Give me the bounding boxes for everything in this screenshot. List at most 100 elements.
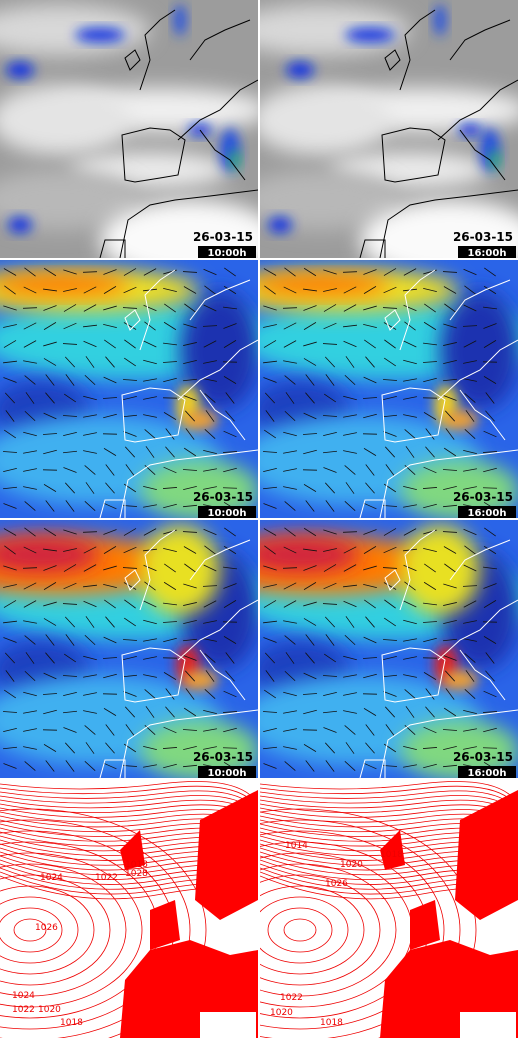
wind-arrow <box>23 486 37 490</box>
wind-arrow <box>123 691 137 697</box>
wind-arrow <box>322 450 338 454</box>
wind-arrow <box>163 321 177 331</box>
wind-arrow <box>3 503 17 509</box>
wind-arrow <box>184 303 196 313</box>
wind-arrow <box>484 267 496 277</box>
wind-arrow <box>204 688 216 700</box>
wind-arrow <box>263 763 277 769</box>
wind-arrow <box>103 413 117 419</box>
map-panel: 26-03-15 10:00h <box>0 260 258 518</box>
wind-arrow <box>444 303 456 313</box>
wind-arrow <box>162 747 178 749</box>
wind-arrow <box>63 431 77 437</box>
isobar <box>260 790 518 813</box>
wind-arrow <box>63 548 77 552</box>
wind-arrow <box>263 268 277 276</box>
wind-arrow <box>262 360 278 364</box>
wind-arrow <box>223 727 237 733</box>
wind-arrow <box>403 378 417 382</box>
wind-arrow <box>203 468 217 472</box>
wind-arrow <box>3 763 17 769</box>
wind-arrow <box>302 693 318 695</box>
wind-arrow <box>385 464 395 476</box>
wind-arrow <box>203 746 217 750</box>
wind-arrow <box>203 340 217 348</box>
wind-arrow <box>105 616 115 628</box>
wind-arrow <box>23 468 37 472</box>
wind-arrow <box>124 706 136 718</box>
wind-arrow <box>123 322 137 330</box>
wind-arrow <box>63 322 77 330</box>
wind-arrow <box>182 469 198 471</box>
wind-arrow <box>343 655 357 661</box>
wind-arrow <box>24 761 36 771</box>
isobar <box>0 907 63 953</box>
wind-arrow <box>305 652 315 664</box>
wind-arrow <box>4 545 16 555</box>
wind-arrow <box>62 710 78 714</box>
wind-arrow <box>263 528 277 536</box>
wind-arrow <box>403 340 417 348</box>
wind-arrow <box>123 528 137 536</box>
wind-arrow <box>383 357 397 367</box>
wind-arrow <box>443 745 457 751</box>
wind-arrow <box>383 582 397 590</box>
wind-arrow <box>384 599 396 609</box>
isobar-label: 1022 <box>95 873 118 883</box>
isobar-label: 1014 <box>285 841 308 851</box>
wind-arrow <box>3 565 17 571</box>
wind-arrow <box>383 617 397 627</box>
wind-arrow <box>143 396 157 400</box>
wind-arrow <box>443 359 457 365</box>
coastline <box>359 759 386 778</box>
coastline <box>177 339 258 401</box>
wind-arrow <box>345 616 355 628</box>
wind-arrow <box>185 428 195 440</box>
wind-arrow <box>163 726 177 734</box>
wind-arrow <box>183 707 197 717</box>
coastline <box>124 309 141 331</box>
wind-arrow <box>163 547 177 553</box>
wind-arrow <box>344 760 356 772</box>
isobar <box>260 885 365 975</box>
wind-arrow <box>143 504 157 508</box>
wind-arrow <box>23 286 37 294</box>
wind-arrow <box>305 392 315 404</box>
coastline <box>449 19 511 61</box>
wind-arrow <box>463 620 477 624</box>
land <box>195 790 258 920</box>
wind-arrow <box>65 374 75 386</box>
coastline <box>139 529 176 611</box>
wind-arrow <box>283 710 297 714</box>
wind-arrow <box>303 412 317 420</box>
wind-arrow <box>404 581 416 591</box>
wind-arrow <box>463 378 477 382</box>
wind-arrow <box>82 531 98 533</box>
wind-arrow <box>222 487 238 489</box>
wind-arrow <box>445 428 455 440</box>
wind-arrow <box>463 638 477 642</box>
wind-arrow <box>63 691 77 697</box>
wind-arrow <box>22 307 38 309</box>
wind-arrow <box>203 564 217 572</box>
time-label: 10:00h <box>208 768 247 779</box>
coastline <box>359 239 386 258</box>
wind-arrow <box>343 450 357 454</box>
wind-arrow <box>83 674 97 678</box>
wind-arrow <box>203 728 217 732</box>
wind-arrow <box>23 600 37 608</box>
isobar-label: 1024 <box>40 873 63 883</box>
wind-arrow <box>383 268 397 276</box>
wind-arrow <box>443 323 457 329</box>
wind-arrow <box>483 467 497 473</box>
wind-arrow <box>45 652 55 664</box>
color-area <box>345 28 395 42</box>
wind-arrow <box>483 727 497 733</box>
wind-arrow <box>464 545 476 555</box>
wind-arrow <box>24 410 36 422</box>
map-panel: 26-03-15 10:00h <box>0 520 258 779</box>
wind-arrow <box>403 764 417 768</box>
wind-arrow <box>183 602 197 606</box>
wind-arrow <box>403 359 417 365</box>
